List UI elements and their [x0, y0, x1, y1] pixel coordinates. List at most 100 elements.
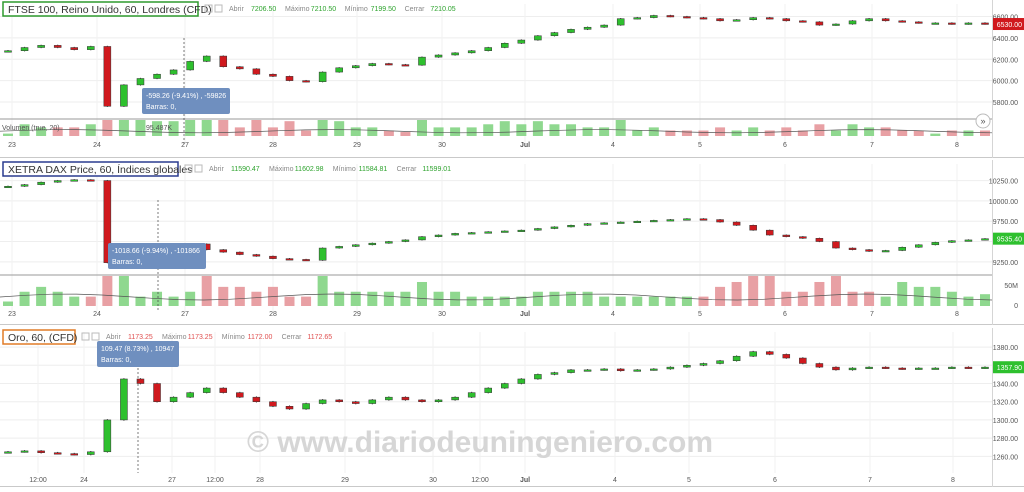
volume-bar [301, 130, 312, 136]
candle-body [368, 399, 377, 404]
close-icon[interactable] [194, 164, 203, 173]
candle-body [285, 258, 294, 261]
price-tick-label: 1320.00 [993, 400, 1018, 407]
candle-body [269, 73, 277, 77]
candle-body [716, 360, 724, 364]
volume-bar [615, 296, 626, 306]
measure-tooltip-line2: Barras: 0, [146, 104, 176, 111]
candle-body [666, 219, 675, 222]
legend-value: 11602.98 [295, 166, 324, 173]
symbol-title[interactable]: FTSE 100, Reino Unido, 60, Londres (CFD) [8, 4, 212, 16]
volume-bar [350, 291, 361, 306]
legend-label: Mínimo [333, 166, 356, 173]
settings-icon[interactable] [204, 4, 213, 13]
volume-ma-line [0, 129, 993, 134]
volume-bar [930, 133, 941, 136]
candle-body [87, 451, 95, 455]
candle-body [782, 234, 791, 237]
volume-bar [864, 291, 875, 306]
legend-label: Abrir [229, 6, 244, 13]
candle-body [186, 392, 194, 398]
symbol-title[interactable]: Oro, 60, (CFD) [8, 332, 77, 344]
volume-bar [52, 127, 63, 136]
volume-bar [201, 276, 212, 306]
candle-body [219, 387, 228, 393]
volume-bar [599, 296, 610, 306]
legend-label: Máximo [162, 334, 187, 341]
volume-bar [665, 130, 676, 136]
candle-body [418, 56, 426, 66]
volume-bar [797, 130, 808, 136]
candle-body [931, 367, 940, 370]
date-axis-label: 28 [269, 142, 277, 149]
candle-body [20, 184, 29, 187]
volume-bar [814, 281, 825, 306]
volume-bar [69, 296, 80, 306]
candle-body [666, 366, 675, 370]
candle-body [550, 372, 559, 375]
legend-value: 1172.00 [248, 334, 273, 341]
date-axis-label: 8 [955, 311, 959, 318]
date-axis-label: Jul [520, 142, 530, 149]
legend-value: 7199.50 [371, 6, 396, 13]
date-axis-label: 4 [611, 142, 615, 149]
candle-body [451, 233, 459, 236]
date-axis-label: 12:00 [206, 477, 224, 484]
volume-bar [135, 296, 146, 306]
volume-bar [400, 291, 411, 306]
volume-bar [102, 120, 113, 136]
volume-bar [19, 291, 30, 306]
legend-value: 7210.05 [430, 6, 455, 13]
volume-bar [383, 130, 394, 136]
candle-body [616, 368, 625, 372]
date-axis-label: 8 [951, 477, 955, 484]
volume-bar [118, 276, 129, 306]
candle-body [765, 351, 774, 355]
candle-body [37, 450, 45, 453]
legend-value: 11590.47 [231, 166, 260, 173]
close-icon[interactable] [91, 332, 100, 341]
candle-body [517, 39, 526, 44]
symbol-title[interactable]: XETRA DAX Price, 60, Índices globales [8, 163, 192, 176]
candle-body [799, 236, 807, 239]
volume-bar [566, 291, 577, 306]
volume-bar [483, 296, 494, 306]
candle-body [87, 179, 95, 182]
legend-label: Mínimo [345, 6, 368, 13]
volume-bar [36, 286, 47, 306]
candle-body [467, 232, 476, 235]
candle-body [434, 399, 443, 402]
symbol-box[interactable] [2, 329, 76, 345]
candle-body [70, 453, 78, 456]
settings-icon[interactable] [184, 164, 193, 173]
candle-body [832, 241, 840, 249]
date-axis-label: 27 [168, 477, 176, 484]
candle-body [534, 35, 542, 41]
settings-icon[interactable] [81, 332, 90, 341]
candle-body [948, 22, 956, 25]
volume-bar [715, 127, 726, 136]
volume-bar [483, 124, 494, 136]
candle-body [765, 229, 774, 236]
symbol-box[interactable] [2, 161, 179, 177]
volume-bar [698, 130, 709, 136]
symbol-box[interactable] [2, 1, 199, 17]
volume-bar [3, 301, 13, 306]
close-icon[interactable] [214, 4, 223, 13]
volume-bar [532, 121, 543, 136]
volume-bar [648, 296, 659, 306]
candle-body [915, 21, 923, 24]
candle-body [848, 20, 857, 25]
legend-label: Cerrar [405, 6, 426, 13]
volume-bar [897, 281, 908, 306]
candle-body [865, 249, 873, 252]
volume-bar [383, 291, 394, 306]
legend-label: Cerrar [397, 166, 418, 173]
measure-tooltip-line2: Barras: 0, [101, 357, 131, 364]
volume-bar [698, 296, 709, 306]
volume-bar [334, 121, 345, 136]
candle-body [815, 238, 824, 242]
double-chevron-right-icon[interactable] [975, 113, 991, 129]
candle-body [318, 71, 327, 82]
